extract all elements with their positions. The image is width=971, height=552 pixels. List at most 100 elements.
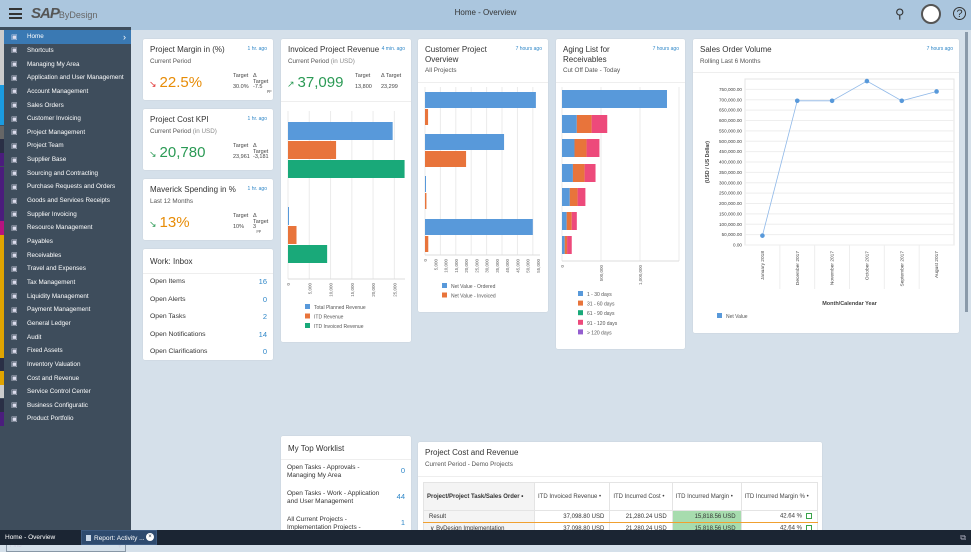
sidebar-item-goods-and-services-receipts[interactable]: ▣ Goods and Services Receipts (0, 193, 131, 208)
worklist-row[interactable]: Open Tasks - Work - Application and User… (287, 490, 405, 506)
row-count[interactable]: 0 (262, 347, 267, 356)
row-count[interactable]: 44 (396, 492, 405, 501)
sort-icon[interactable]: • (730, 493, 733, 500)
legend-label: Total Planned Revenue (314, 305, 366, 311)
sidebar-item-travel-and-expenses[interactable]: ▣ Travel and Expenses (0, 262, 131, 276)
sidebar-item-managing-my-area[interactable]: ▣ Managing My Area (0, 57, 131, 71)
sales-order-volume-card[interactable]: Sales Order Volume 7 hours ago Rolling L… (693, 39, 959, 333)
inbox-row[interactable]: Open Items 16 (150, 273, 267, 290)
help-icon[interactable]: ? (953, 7, 966, 20)
unit: pp (256, 228, 261, 233)
tick-label: 35,000 (495, 259, 500, 273)
sidebar-item-project-team[interactable]: ▣ Project Team (0, 139, 131, 153)
row-count[interactable]: 16 (258, 277, 267, 286)
task-tab-report[interactable]: Report: Activity ... × (81, 530, 157, 545)
sidebar-item-business-configuratic[interactable]: ▣ Business Configuratic (0, 398, 131, 413)
sort-icon[interactable]: • (521, 493, 524, 500)
sidebar-item-audit[interactable]: ▣ Audit (0, 330, 131, 344)
bar (425, 109, 429, 125)
kpi-card[interactable]: Project Cost KPI 1 hr. ago Current Period … (143, 109, 273, 170)
sidebar-item-payment-management[interactable]: ▣ Payment Management (0, 303, 131, 317)
inbox-row[interactable]: Open Alerts 0 (150, 291, 267, 308)
row-label: Open Notifications (150, 330, 206, 338)
project-cost-revenue-card[interactable]: Project Cost and Revenue Current Period … (418, 442, 822, 537)
user-settings-icon: ▣ (11, 74, 18, 82)
sidebar-item-resource-management[interactable]: ▣ Resource Management (0, 221, 131, 235)
color-strip (0, 84, 4, 99)
sidebar-item-receivables[interactable]: ▣ Receivables (0, 248, 131, 262)
sidebar-item-payables[interactable]: ▣ Payables (0, 234, 131, 249)
sidebar-item-liquidity-management[interactable]: ▣ Liquidity Management (0, 289, 131, 303)
sidebar-item-inventory-valuation[interactable]: ▣ Inventory Valuation (0, 357, 131, 372)
aging-list-card[interactable]: Aging List for Receivables 7 hours ago Cu… (556, 39, 685, 349)
invoiced-project-revenue-card[interactable]: Invoiced Project Revenue 4 min. ago Curr… (281, 39, 411, 342)
sidebar-item-supplier-base[interactable]: ▣ Supplier Base (0, 152, 131, 167)
legend-label: ITD Revenue (314, 315, 344, 321)
work-inbox-card[interactable]: Work: Inbox Open Items 16 Open Alerts 0 Open… (143, 249, 273, 360)
column-header[interactable]: ITD Incurred Margin % • (740, 482, 819, 511)
column-header[interactable]: ITD Invoiced Revenue • (533, 482, 611, 511)
tick-label: 500,000 (599, 265, 604, 282)
sidebar-item-label: Business Configuratic (27, 401, 88, 409)
inbox-row[interactable]: Open Notifications 14 (150, 326, 267, 343)
top-worklist-card[interactable]: My Top Worklist Open Tasks - Approvals -… (281, 436, 411, 539)
team-icon: ▣ (11, 61, 18, 69)
sidebar-item-service-control-center[interactable]: ▣ Service Control Center (0, 384, 131, 399)
inbox-row[interactable]: Open Clarifications 0 (150, 343, 267, 360)
sidebar-item-application-and-user-management[interactable]: ▣ Application and User Management (0, 70, 131, 85)
worklist-row[interactable]: Open Tasks - Approvals - Managing My Are… (287, 464, 405, 480)
legend-swatch (305, 304, 310, 309)
column-header[interactable]: ITD Incurred Cost • (609, 482, 673, 511)
sidebar-item-purchase-requests-and-orders[interactable]: ▣ Purchase Requests and Orders (0, 180, 131, 194)
sidebar-item-shortcuts[interactable]: ▣ Shortcuts (0, 43, 131, 58)
sidebar-item-sourcing-and-contracting[interactable]: ▣ Sourcing and Contracting (0, 166, 131, 181)
sidebar-item-home[interactable]: ▣ Home › (0, 30, 131, 44)
kpi-card[interactable]: Maverick Spending in % 1 hr. ago Last 12 M… (143, 179, 273, 240)
close-icon[interactable]: × (146, 533, 154, 541)
color-strip (0, 330, 4, 344)
data-point (760, 233, 765, 238)
task-tab-home[interactable]: Home - Overview (5, 534, 56, 541)
row-count[interactable]: 1 (400, 518, 405, 527)
tick-label: 20,000 (371, 283, 376, 297)
bar (288, 245, 328, 263)
search-icon[interactable]: ⚲ (895, 6, 905, 21)
y-tick-label: 50,000.00 (722, 232, 743, 237)
row-count[interactable]: 2 (262, 312, 267, 321)
menu-icon[interactable] (9, 8, 22, 19)
column-header[interactable]: Project/Project Task/Sales Order • (423, 482, 535, 511)
sort-icon[interactable]: • (599, 493, 602, 500)
sidebar-item-label: Cost and Revenue (27, 374, 80, 382)
column-header[interactable]: ITD Incurred Margin • (671, 482, 742, 511)
sidebar-item-project-management[interactable]: ▣ Project Management (0, 125, 131, 140)
inbox-row[interactable]: Open Tasks 2 (150, 308, 267, 325)
sidebar-item-fixed-assets[interactable]: ▣ Fixed Assets (0, 343, 131, 358)
sidebar-item-general-ledger[interactable]: ▣ General Ledger (0, 316, 131, 331)
sidebar-item-product-portfolio[interactable]: ▣ Product Portfolio (0, 412, 131, 426)
x-tick-label: September 2017 (899, 251, 905, 287)
row-count[interactable]: 0 (262, 294, 267, 304)
bar (566, 212, 572, 230)
sort-icon[interactable]: • (806, 493, 809, 500)
legend-label: Net Value (726, 314, 748, 320)
scrollbar[interactable] (965, 32, 968, 312)
sidebar-item-cost-and-revenue[interactable]: ▣ Cost and Revenue (0, 371, 131, 385)
sidebar-item-supplier-invoicing[interactable]: ▣ Supplier Invoicing (0, 207, 131, 222)
row-count[interactable]: 14 (258, 329, 267, 339)
kpi-value: ↘ 13% (149, 214, 190, 231)
y-tick-label: 550,000.00 (719, 128, 742, 133)
kpi-card[interactable]: Project Margin in (%) 1 hr. ago Current Pe… (143, 39, 273, 100)
sidebar-item-sales-orders[interactable]: ▣ Sales Orders (0, 98, 131, 112)
customer-project-overview-card[interactable]: Customer Project Overview 7 hours ago All… (418, 39, 548, 312)
row-count[interactable]: 0 (400, 466, 405, 475)
sidebar-item-customer-invoicing[interactable]: ▣ Customer Invoicing (0, 111, 131, 126)
window-icon[interactable]: ⧉ (960, 533, 966, 542)
sidebar-item-tax-management[interactable]: ▣ Tax Management (0, 275, 131, 290)
table-row[interactable]: Result 37,098.80 USD 21,280.24 USD 15,818.5… (423, 510, 819, 523)
legend-swatch (442, 292, 447, 298)
sidebar-item-account-management[interactable]: ▣ Account Management (0, 84, 131, 99)
user-avatar-icon[interactable] (921, 4, 941, 24)
sort-icon[interactable]: • (662, 493, 665, 500)
sidebar-item-label: Travel and Expenses (27, 265, 86, 273)
x-tick-label: August 2017 (934, 251, 940, 278)
